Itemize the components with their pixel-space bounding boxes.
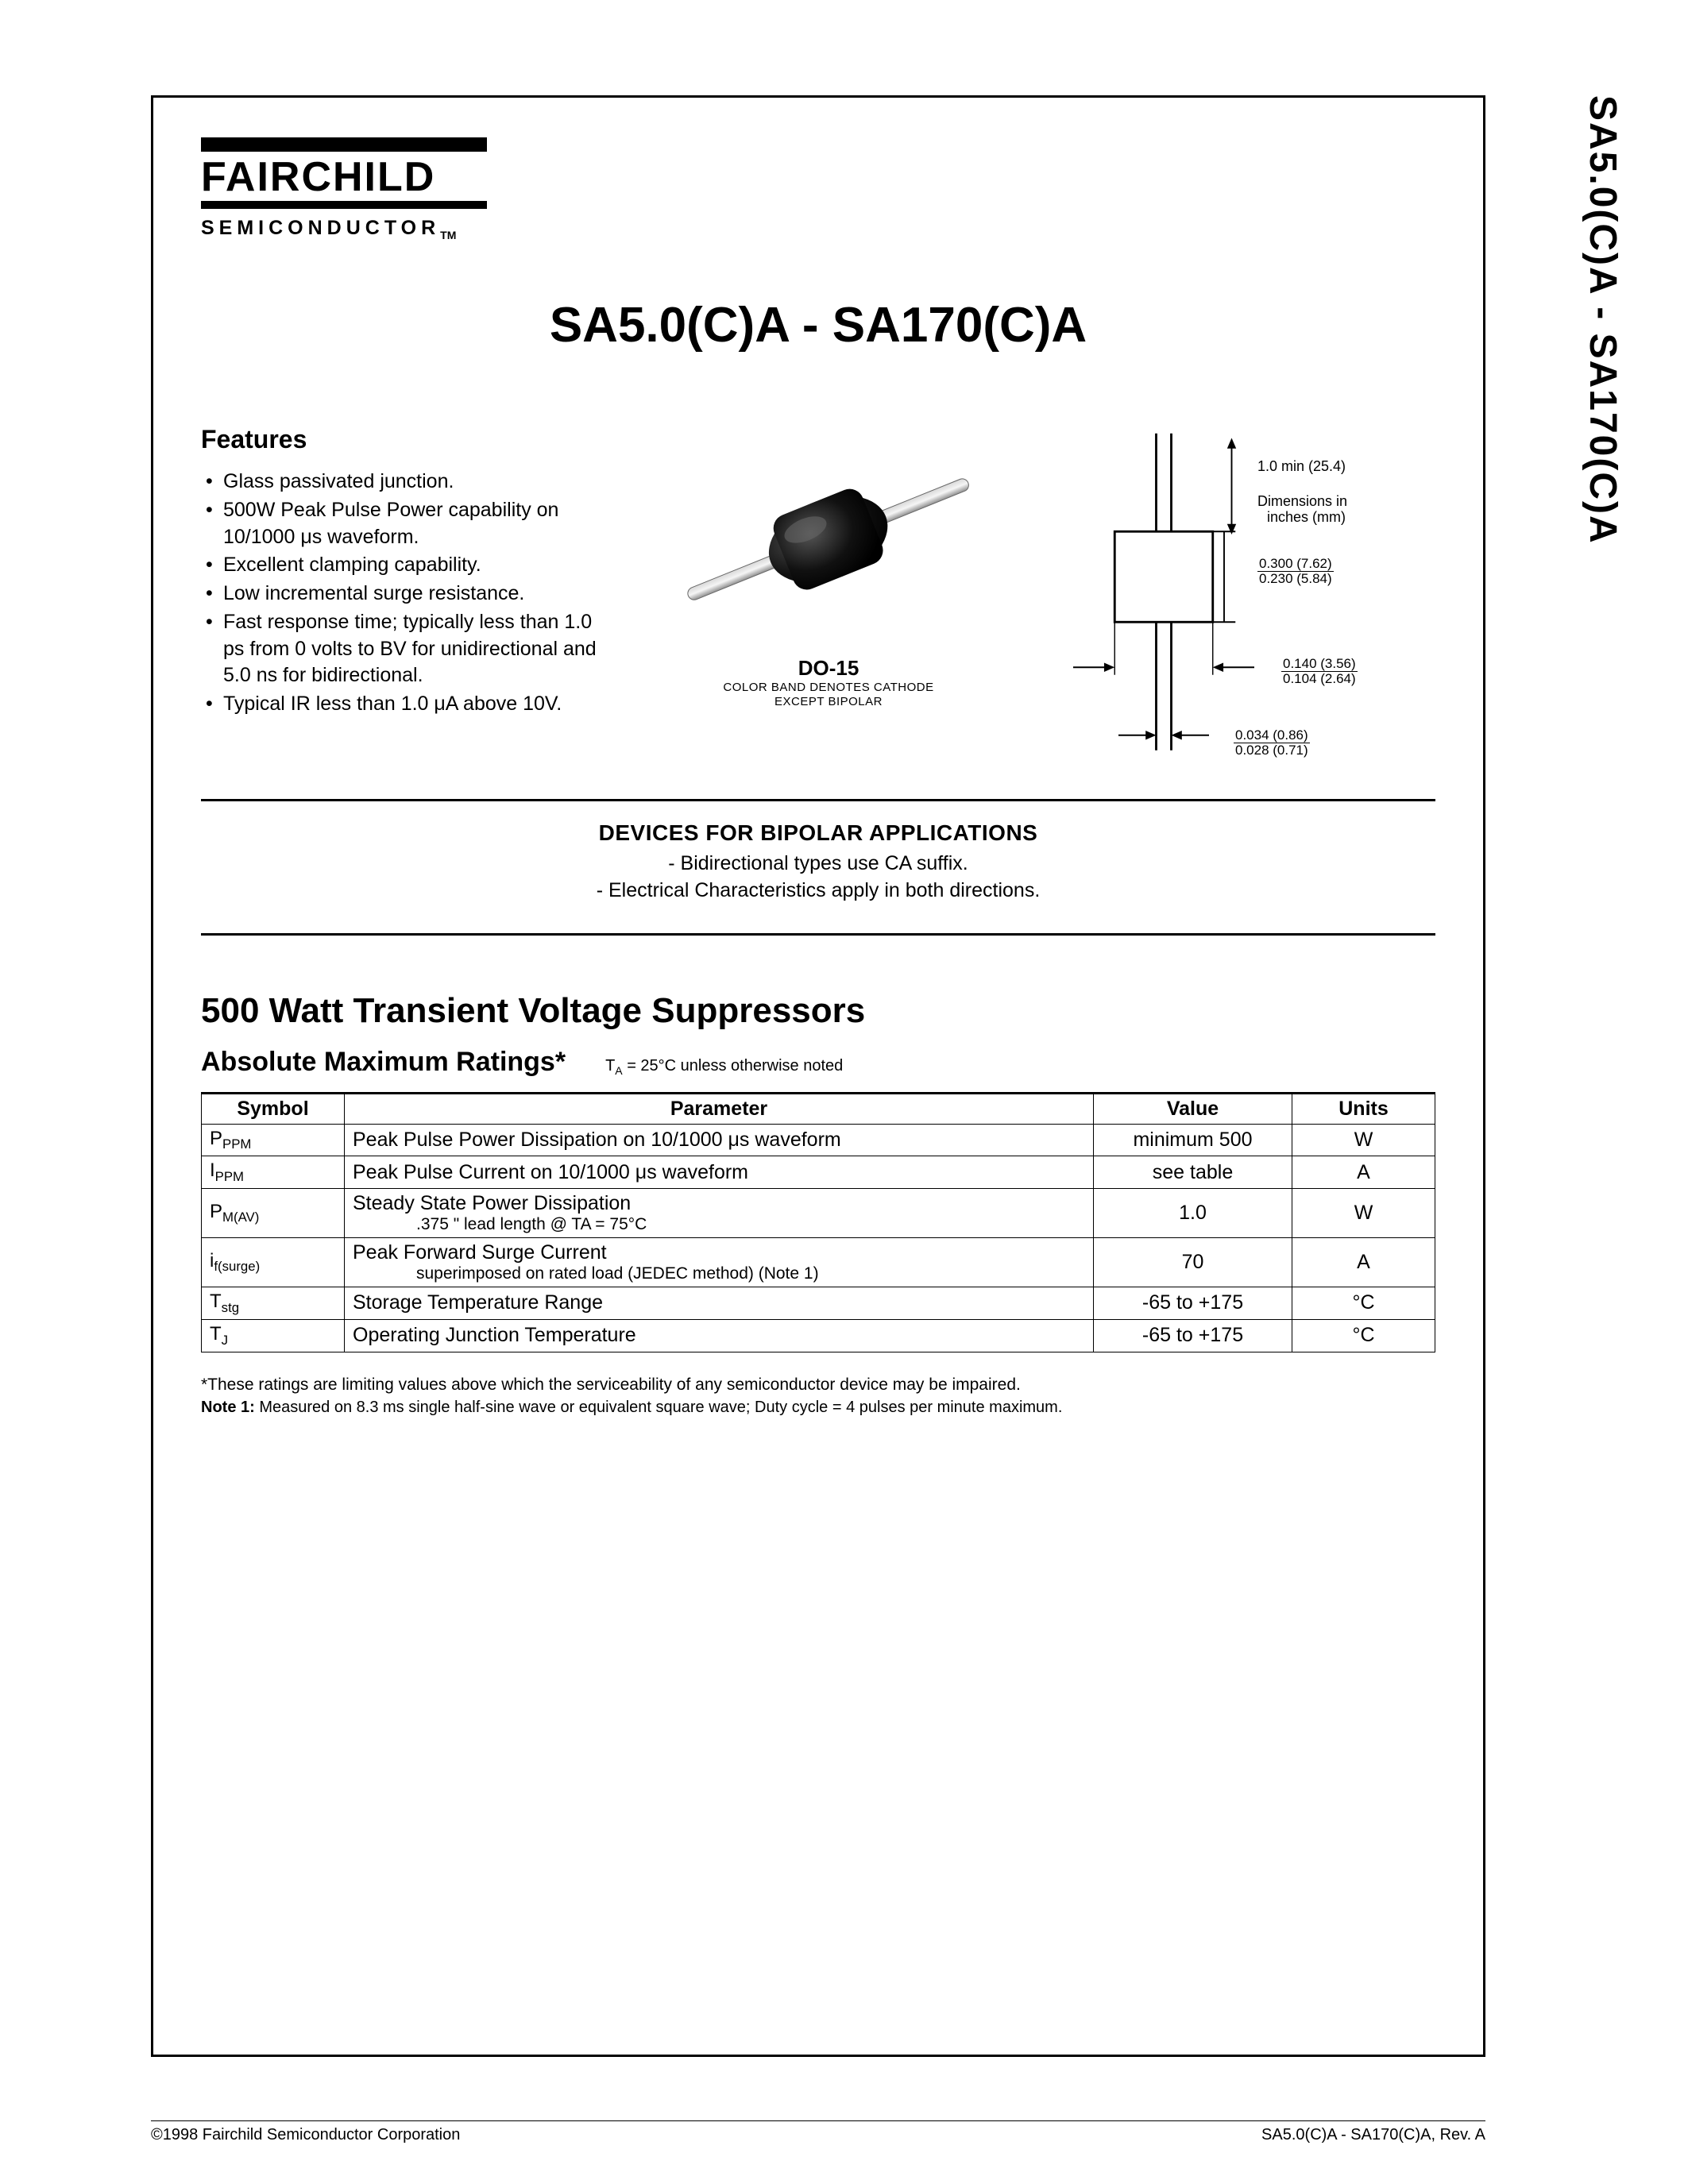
list-item: Low incremental surge resistance.: [223, 581, 614, 608]
dim-frac-bot: 0.028 (0.71): [1234, 743, 1310, 758]
ratings-condition: TA = 25°C unless otherwise noted: [605, 1057, 843, 1077]
cell-value: minimum 500: [1094, 1124, 1292, 1156]
package-name: DO-15: [638, 656, 1019, 681]
cell-symbol: PPPM: [202, 1124, 345, 1156]
dim-units-label: Dimensions in: [1257, 493, 1347, 510]
list-item: Glass passivated junction.: [223, 469, 614, 496]
side-part-label: SA5.0(C)A - SA170(C)A: [1581, 95, 1624, 545]
dim-body-length: 0.300 (7.62) 0.230 (5.84): [1257, 557, 1334, 586]
footnotes: *These ratings are limiting values above…: [201, 1373, 1435, 1418]
list-item: Typical IR less than 1.0 μA above 10V.: [223, 691, 614, 718]
features-heading: Features: [201, 425, 614, 454]
table-row: PPPMPeak Pulse Power Dissipation on 10/1…: [202, 1124, 1435, 1156]
table-row: PM(AV)Steady State Power Dissipation.375…: [202, 1189, 1435, 1238]
ratings-table: Symbol Parameter Value Units PPPMPeak Pu…: [201, 1092, 1435, 1352]
cell-unit: °C: [1292, 1319, 1435, 1352]
brand-logo: FAIRCHILD SEMICONDUCTORTM: [201, 137, 1435, 241]
dimension-drawing: [1043, 425, 1435, 766]
features-column: Features Glass passivated junction. 500W…: [201, 425, 614, 770]
dim-frac-top: 0.034 (0.86): [1234, 728, 1310, 743]
dim-frac-top: 0.300 (7.62): [1257, 557, 1334, 572]
divider: [201, 799, 1435, 801]
cell-parameter: Operating Junction Temperature: [345, 1319, 1094, 1352]
table-row: IPPMPeak Pulse Current on 10/1000 μs wav…: [202, 1156, 1435, 1189]
logo-bar-bottom: [201, 201, 487, 209]
bipolar-block: DEVICES FOR BIPOLAR APPLICATIONS - Bidir…: [201, 820, 1435, 905]
cell-value: 70: [1094, 1238, 1292, 1287]
cell-value: -65 to +175: [1094, 1287, 1292, 1320]
list-item: Fast response time; typically less than …: [223, 609, 614, 689]
page-footer: ©1998 Fairchild Semiconductor Corporatio…: [151, 2120, 1485, 2144]
features-list: Glass passivated junction. 500W Peak Pul…: [201, 469, 614, 718]
ratings-heading-line: Absolute Maximum Ratings* TA = 25°C unle…: [201, 1047, 1435, 1078]
package-note: EXCEPT BIPOLAR: [638, 695, 1019, 709]
col-symbol: Symbol: [202, 1093, 345, 1124]
dim-lead-diameter: 0.034 (0.86) 0.028 (0.71): [1234, 728, 1310, 758]
dim-units-label2: inches (mm): [1267, 509, 1346, 526]
dim-body-diameter: 0.140 (3.56) 0.104 (2.64): [1281, 657, 1358, 686]
cell-symbol: if(surge): [202, 1238, 345, 1287]
list-item: Excellent clamping capability.: [223, 552, 614, 579]
table-row: TJOperating Junction Temperature-65 to +…: [202, 1319, 1435, 1352]
dim-frac-top: 0.140 (3.56): [1281, 657, 1358, 672]
cell-symbol: Tstg: [202, 1287, 345, 1320]
cell-unit: A: [1292, 1156, 1435, 1189]
footnote-star: *These ratings are limiting values above…: [201, 1373, 1435, 1396]
cell-value: see table: [1094, 1156, 1292, 1189]
table-row: TstgStorage Temperature Range-65 to +175…: [202, 1287, 1435, 1320]
footer-left: ©1998 Fairchild Semiconductor Corporatio…: [151, 2126, 460, 2144]
bipolar-line: - Electrical Characteristics apply in bo…: [201, 878, 1435, 905]
table-row: if(surge)Peak Forward Surge Currentsuper…: [202, 1238, 1435, 1287]
cell-parameter: Peak Forward Surge Currentsuperimposed o…: [345, 1238, 1094, 1287]
cell-unit: W: [1292, 1124, 1435, 1156]
bipolar-line: - Bidirectional types use CA suffix.: [201, 851, 1435, 878]
cell-parameter: Peak Pulse Power Dissipation on 10/1000 …: [345, 1124, 1094, 1156]
col-units: Units: [1292, 1093, 1435, 1124]
dim-frac-bot: 0.104 (2.64): [1281, 672, 1358, 686]
logo-sub-label: SEMICONDUCTOR: [201, 217, 440, 239]
cell-unit: W: [1292, 1189, 1435, 1238]
ratings-title: Absolute Maximum Ratings*: [201, 1047, 566, 1078]
cell-value: 1.0: [1094, 1189, 1292, 1238]
top-section: Features Glass passivated junction. 500W…: [201, 425, 1435, 770]
dim-lead-length: 1.0 min (25.4): [1257, 458, 1346, 475]
table-header-row: Symbol Parameter Value Units: [202, 1093, 1435, 1124]
cell-symbol: IPPM: [202, 1156, 345, 1189]
logo-bar-top: [201, 137, 487, 152]
component-illustration: [662, 433, 995, 647]
col-value: Value: [1094, 1093, 1292, 1124]
logo-brand-text: FAIRCHILD: [201, 156, 1435, 198]
cell-unit: A: [1292, 1238, 1435, 1287]
footnote-note1: Note 1: Measured on 8.3 ms single half-s…: [201, 1396, 1435, 1418]
cell-parameter: Steady State Power Dissipation.375 " lea…: [345, 1189, 1094, 1238]
cell-value: -65 to +175: [1094, 1319, 1292, 1352]
footnote-note1-text: Measured on 8.3 ms single half-sine wave…: [259, 1399, 1062, 1416]
divider: [201, 933, 1435, 936]
list-item: 500W Peak Pulse Power capability on 10/1…: [223, 497, 614, 551]
cell-symbol: PM(AV): [202, 1189, 345, 1238]
cell-symbol: TJ: [202, 1319, 345, 1352]
col-parameter: Parameter: [345, 1093, 1094, 1124]
cell-parameter: Peak Pulse Current on 10/1000 μs wavefor…: [345, 1156, 1094, 1189]
page-frame: FAIRCHILD SEMICONDUCTORTM SA5.0(C)A - SA…: [151, 95, 1485, 2057]
package-column: DO-15 COLOR BAND DENOTES CATHODE EXCEPT …: [638, 425, 1019, 770]
bipolar-heading: DEVICES FOR BIPOLAR APPLICATIONS: [201, 820, 1435, 846]
dimension-column: 1.0 min (25.4) Dimensions in inches (mm)…: [1043, 425, 1435, 770]
logo-sub-text: SEMICONDUCTORTM: [201, 217, 1435, 241]
cell-parameter: Storage Temperature Range: [345, 1287, 1094, 1320]
cell-unit: °C: [1292, 1287, 1435, 1320]
main-title: SA5.0(C)A - SA170(C)A: [201, 297, 1435, 353]
dim-frac-bot: 0.230 (5.84): [1257, 572, 1334, 586]
tm-mark: TM: [440, 229, 456, 241]
package-note: COLOR BAND DENOTES CATHODE: [638, 681, 1019, 695]
section-title: 500 Watt Transient Voltage Suppressors: [201, 991, 1435, 1031]
footer-right: SA5.0(C)A - SA170(C)A, Rev. A: [1261, 2126, 1485, 2144]
